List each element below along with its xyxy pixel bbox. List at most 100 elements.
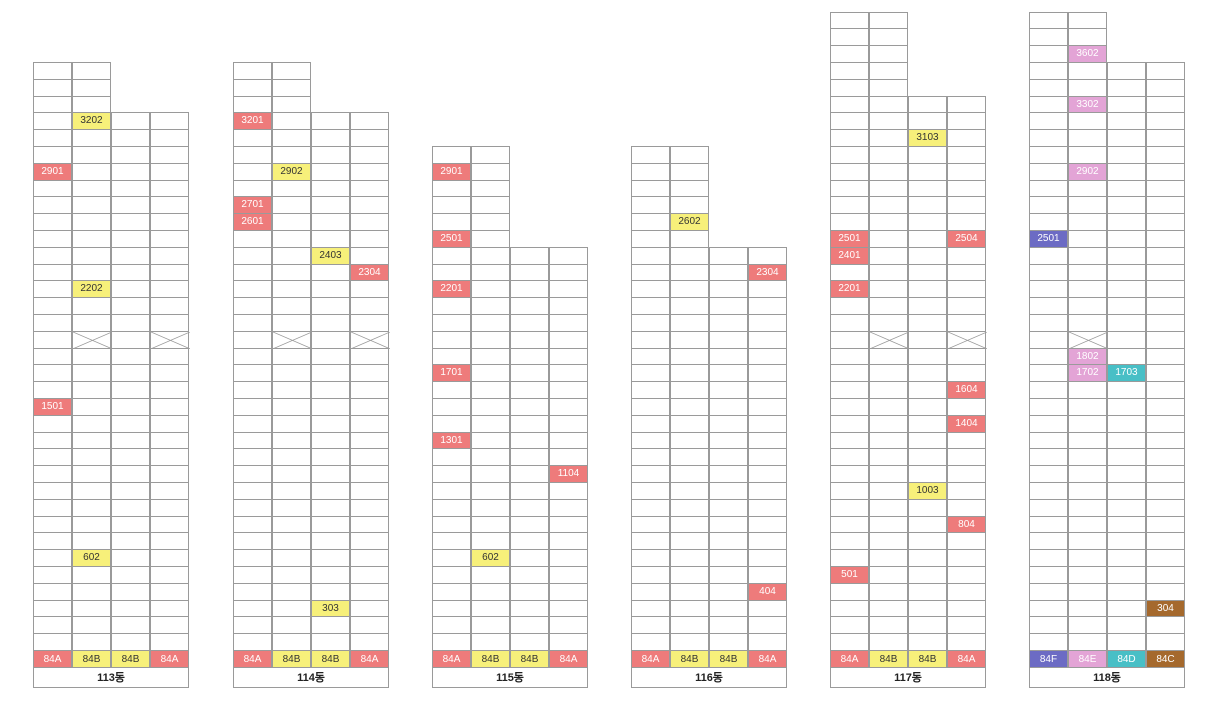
floor-cell (549, 263, 588, 282)
unit-404[interactable]: 404 (748, 582, 787, 601)
floor-cell (631, 213, 670, 231)
unit-3202[interactable]: 3202 (72, 112, 111, 131)
unit-3201[interactable]: 3201 (233, 112, 272, 131)
unit-1104[interactable]: 1104 (549, 465, 588, 483)
floor-cell (111, 347, 150, 366)
unit-602[interactable]: 602 (471, 549, 510, 567)
floor-cell (670, 314, 709, 332)
floor-cell (350, 146, 389, 164)
floor-cell (72, 566, 111, 584)
floor-cell (311, 364, 350, 383)
floor-cell (1068, 582, 1107, 601)
unit-1604[interactable]: 1604 (947, 381, 986, 399)
floor-cell (1146, 314, 1185, 332)
unit-2201[interactable]: 2201 (432, 280, 471, 299)
floor-cell (33, 515, 72, 534)
unit-3602[interactable]: 3602 (1068, 45, 1107, 63)
floor-cell (748, 330, 787, 349)
floor-cell (670, 532, 709, 551)
unit-1703[interactable]: 1703 (1107, 364, 1146, 383)
floor-cell (869, 196, 908, 215)
building-name: 113동 (33, 668, 189, 688)
unit-2701[interactable]: 2701 (233, 196, 272, 215)
floor-cell (830, 482, 869, 500)
floor-cell (272, 616, 311, 635)
floor-cell (471, 582, 510, 601)
floor-cell (830, 146, 869, 164)
floor-cell (1068, 213, 1107, 231)
floor-cell (72, 297, 111, 315)
floor-cell (311, 112, 350, 131)
unit-2902[interactable]: 2902 (272, 162, 311, 181)
unit-3302[interactable]: 3302 (1068, 95, 1107, 114)
unit-3103[interactable]: 3103 (908, 129, 947, 147)
unit-501[interactable]: 501 (830, 566, 869, 584)
unit-1702[interactable]: 1702 (1068, 364, 1107, 383)
floor-cell (709, 549, 748, 567)
unit-2304[interactable]: 2304 (350, 263, 389, 282)
unit-2901[interactable]: 2901 (432, 162, 471, 181)
floor-cell (272, 364, 311, 383)
unit-2601[interactable]: 2601 (233, 213, 272, 231)
floor-cell (1068, 11, 1107, 30)
unit-2902[interactable]: 2902 (1068, 162, 1107, 181)
unit-304[interactable]: 304 (1146, 599, 1185, 618)
unit-2202[interactable]: 2202 (72, 280, 111, 299)
unit-2501[interactable]: 2501 (830, 230, 869, 248)
unit-804[interactable]: 804 (947, 515, 986, 534)
unit-2201[interactable]: 2201 (830, 280, 869, 299)
unit-1802[interactable]: 1802 (1068, 347, 1107, 366)
unit-2401[interactable]: 2401 (830, 246, 869, 265)
floor-cell (272, 566, 311, 584)
floor-cell (111, 297, 150, 315)
floor-cell (947, 263, 986, 282)
floor-cell (670, 330, 709, 349)
floor-cell (150, 196, 189, 215)
floor-cell (272, 95, 311, 114)
floor-cell (1068, 398, 1107, 416)
floor-cell (233, 532, 272, 551)
floor-cell (947, 347, 986, 366)
unit-1301[interactable]: 1301 (432, 431, 471, 450)
floor-cell (272, 179, 311, 198)
floor-cell (510, 482, 549, 500)
unit-2304[interactable]: 2304 (748, 263, 787, 282)
unit-type-label: 84B (908, 650, 947, 668)
unit-1701[interactable]: 1701 (432, 364, 471, 383)
floor-cell (869, 263, 908, 282)
unit-2501[interactable]: 2501 (432, 230, 471, 248)
floor-cell (111, 616, 150, 635)
floor-cell (549, 599, 588, 618)
unit-2901[interactable]: 2901 (33, 162, 72, 181)
unit-2602[interactable]: 2602 (670, 213, 709, 231)
unit-602[interactable]: 602 (72, 549, 111, 567)
floor-cell (947, 482, 986, 500)
unit-2403[interactable]: 2403 (311, 246, 350, 265)
floor-cell (549, 482, 588, 500)
floor-cell (670, 599, 709, 618)
floor-cell (510, 381, 549, 399)
floor-cell (111, 196, 150, 215)
floor-cell (111, 498, 150, 517)
floor-cell (549, 633, 588, 651)
unit-1501[interactable]: 1501 (33, 398, 72, 416)
floor-cell (350, 414, 389, 433)
floor-cell (1107, 498, 1146, 517)
floor-cell (33, 146, 72, 164)
unit-303[interactable]: 303 (311, 599, 350, 618)
floor-cell (150, 347, 189, 366)
unit-1003[interactable]: 1003 (908, 482, 947, 500)
unit-1404[interactable]: 1404 (947, 414, 986, 433)
floor-cell (510, 431, 549, 450)
floor-cell (1146, 280, 1185, 299)
unit-2501[interactable]: 2501 (1029, 230, 1068, 248)
unit-2504[interactable]: 2504 (947, 230, 986, 248)
floor-cell (670, 616, 709, 635)
floor-cell (311, 549, 350, 567)
floor-cell (350, 431, 389, 450)
floor-cell (631, 280, 670, 299)
floor-cell (72, 196, 111, 215)
floor-cell (908, 196, 947, 215)
floor-cell (72, 431, 111, 450)
floor-cell (111, 129, 150, 147)
